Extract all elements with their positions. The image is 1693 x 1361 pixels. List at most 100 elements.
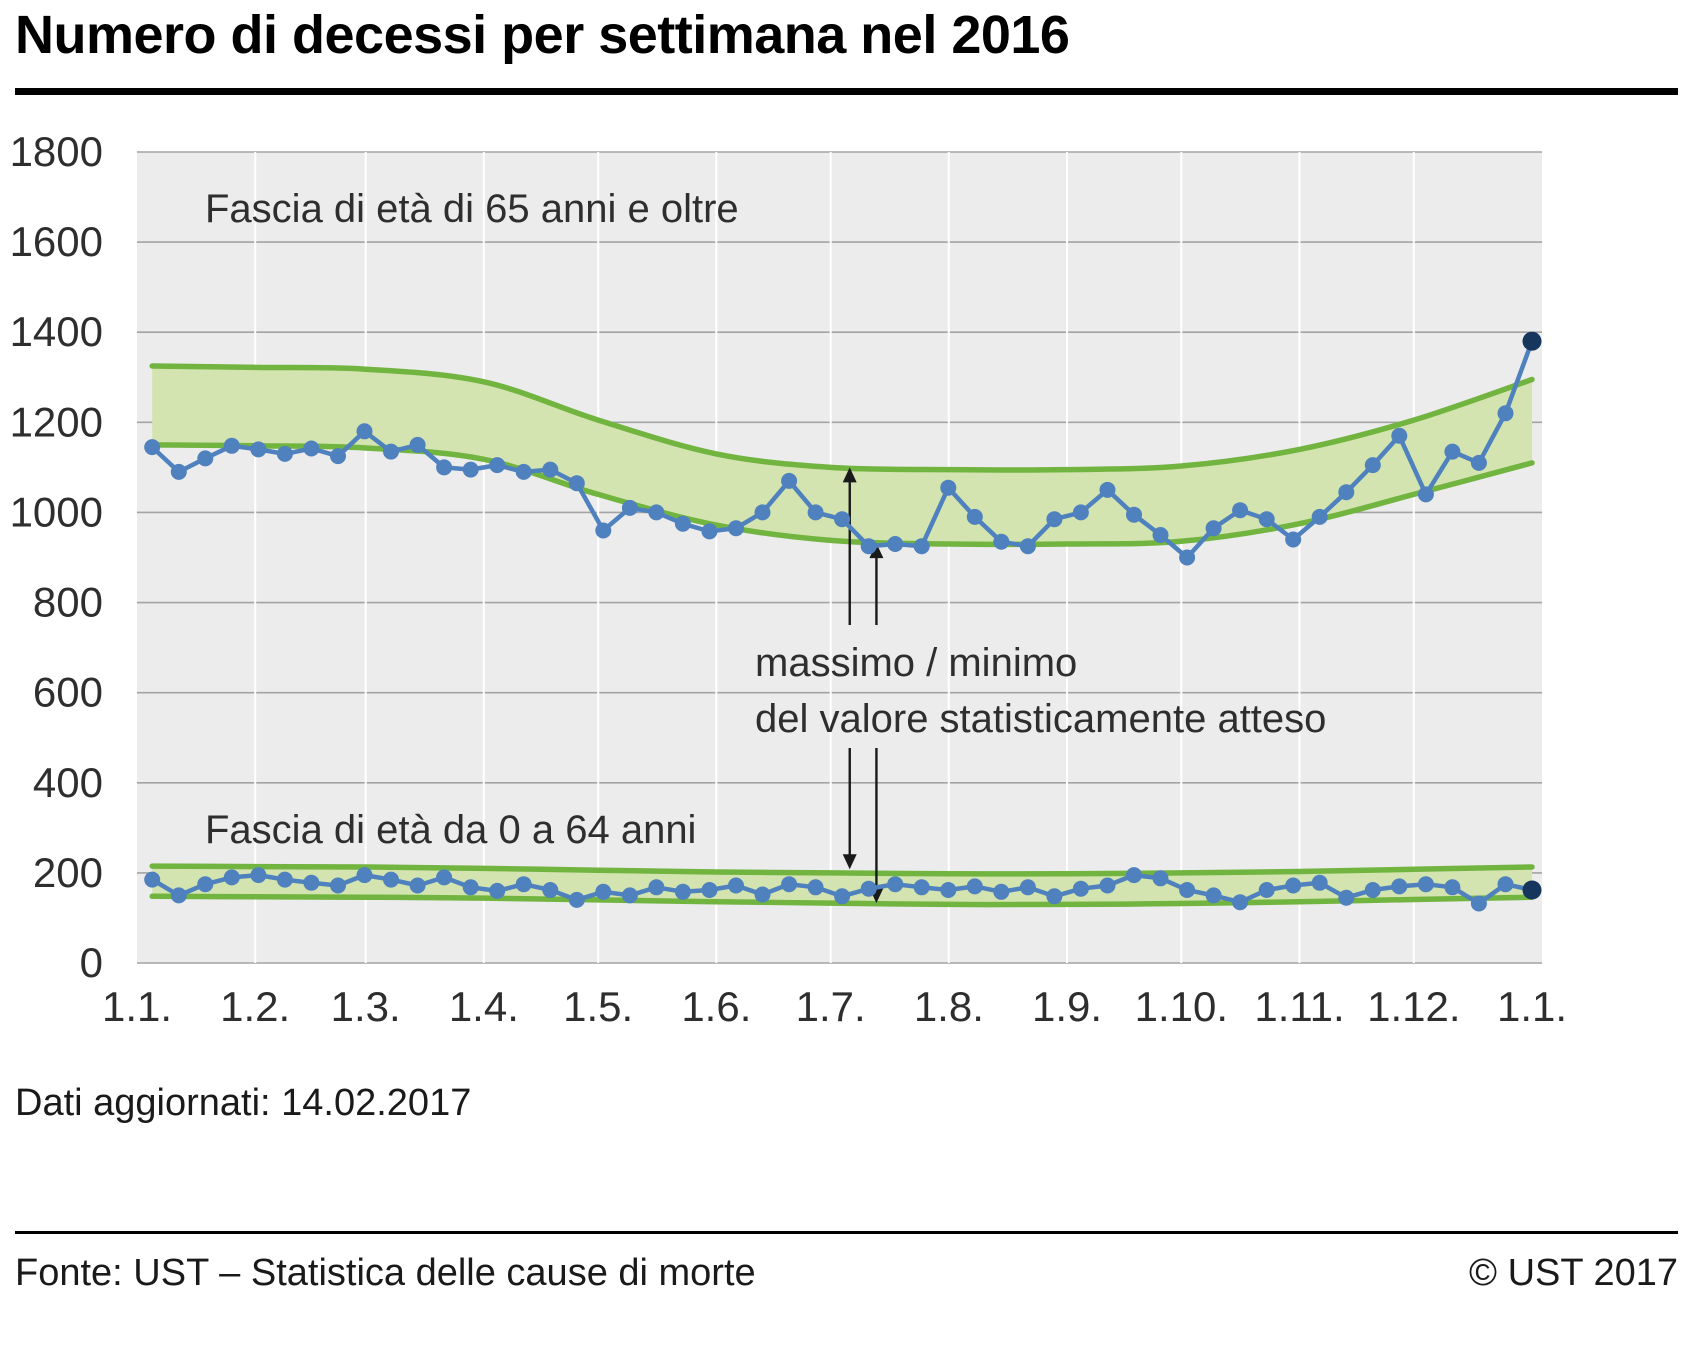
data-point: [1497, 405, 1514, 422]
data-point: [489, 882, 506, 899]
data-point: [1258, 882, 1275, 898]
y-tick-label: 1800: [10, 128, 103, 175]
data-point: [542, 461, 559, 478]
source-note: Fonte: UST – Statistica delle cause di m…: [15, 1252, 756, 1294]
data-point: [1072, 504, 1089, 521]
data-point: [728, 877, 744, 894]
data-point: [993, 533, 1010, 550]
data-point: [1072, 880, 1089, 897]
x-tick-label: 1.1.: [102, 983, 172, 1030]
data-point: [515, 876, 532, 893]
arrow-head-up: [869, 543, 884, 559]
x-tick-label: 1.5.: [563, 983, 633, 1030]
data-point: [197, 450, 214, 467]
x-tick-label: 1.6.: [681, 983, 751, 1030]
data-point: [197, 876, 214, 893]
x-tick-label: 1.10.: [1135, 983, 1228, 1030]
band-edge-upper-65plus: [149, 363, 1535, 473]
y-tick-label: 1400: [10, 308, 103, 355]
data-point: [1311, 508, 1328, 525]
data-point: [807, 504, 824, 521]
data-point: [276, 871, 293, 888]
data-point: [1179, 549, 1196, 566]
data-point: [701, 523, 718, 540]
data-point: [356, 423, 373, 440]
title-divider: [15, 88, 1678, 95]
band-edge-lower-0-64: [149, 893, 1535, 908]
data-point: [1126, 506, 1142, 523]
data-point: [223, 437, 240, 454]
data-point: [436, 869, 453, 886]
data-point: [781, 472, 798, 489]
data-point: [1285, 531, 1302, 548]
data-point: [462, 879, 479, 896]
y-tick-label: 600: [33, 669, 103, 716]
y-tick-label: 200: [33, 849, 103, 896]
annotation-band-0-64: Fascia di età da 0 a 64 anni: [205, 808, 696, 852]
data-point: [728, 520, 744, 537]
data-point: [1391, 427, 1408, 444]
data-point: [913, 879, 930, 896]
arrow-head-up: [842, 467, 857, 483]
data-point: [1019, 879, 1036, 896]
data-point: [674, 883, 691, 900]
y-tick-label: 400: [33, 759, 103, 806]
data-point: [913, 538, 930, 555]
x-tick-label: 1.12.: [1367, 983, 1460, 1030]
data-point: [1311, 874, 1328, 891]
data-point: [170, 887, 187, 904]
data-point: [1417, 876, 1434, 893]
data-point: [754, 886, 771, 903]
data-point: [1205, 887, 1222, 904]
data-point: [1338, 484, 1355, 501]
data-point: [383, 443, 399, 460]
data-point: [276, 445, 293, 462]
data-point: [250, 441, 267, 458]
data-point: [303, 874, 320, 891]
data-point: [993, 883, 1010, 900]
data-point: [621, 499, 638, 516]
data-point: [330, 448, 346, 465]
data-point: [1470, 454, 1487, 471]
x-tick-label: 1.1.: [1497, 983, 1567, 1030]
data-point: [1470, 895, 1487, 912]
y-tick-label: 1000: [10, 488, 103, 535]
x-tick-label: 1.3.: [331, 983, 401, 1030]
data-point: [887, 876, 904, 893]
data-point: [170, 463, 187, 480]
annotation-maxmin-line1: massimo / minimo: [755, 641, 1077, 685]
data-point: [1205, 520, 1222, 537]
data-point: [409, 877, 426, 894]
y-tick-label: 1600: [10, 218, 103, 265]
page-title: Numero di decessi per settimana nel 2016: [15, 5, 1070, 65]
data-point: [595, 522, 612, 539]
data-point: [462, 461, 479, 478]
x-tick-label: 1.8.: [914, 983, 984, 1030]
arrow-head-down: [842, 854, 857, 870]
data-point: [887, 536, 904, 552]
x-tick-label: 1.7.: [796, 983, 866, 1030]
data-point: [1019, 538, 1036, 555]
data-point: [515, 463, 532, 480]
data-point: [1417, 486, 1434, 503]
data-point: [1152, 527, 1169, 543]
band-fill-65plus: [152, 366, 1533, 545]
x-tick-label: 1.4.: [449, 983, 519, 1030]
data-point: [489, 457, 506, 474]
data-point: [542, 882, 559, 898]
chart-svg: 0 200 400 600 800 1000 1200 1400 1600 1800 1.1. 1.2…: [10, 128, 1567, 1030]
data-point: [144, 439, 161, 456]
y-tick-label: 0: [80, 939, 103, 986]
data-point: [303, 440, 320, 457]
data-point: [409, 436, 426, 453]
data-point: [940, 882, 957, 898]
data-point: [1099, 481, 1116, 498]
data-point: [1179, 882, 1196, 898]
data-point: [1099, 877, 1116, 894]
data-point: [1232, 894, 1249, 911]
data-point: [1391, 878, 1408, 895]
data-point: [1285, 877, 1302, 894]
chart: 0 200 400 600 800 1000 1200 1400 1600 1800 1.1. 1.2…: [0, 120, 1693, 1060]
data-point: [1497, 876, 1514, 893]
